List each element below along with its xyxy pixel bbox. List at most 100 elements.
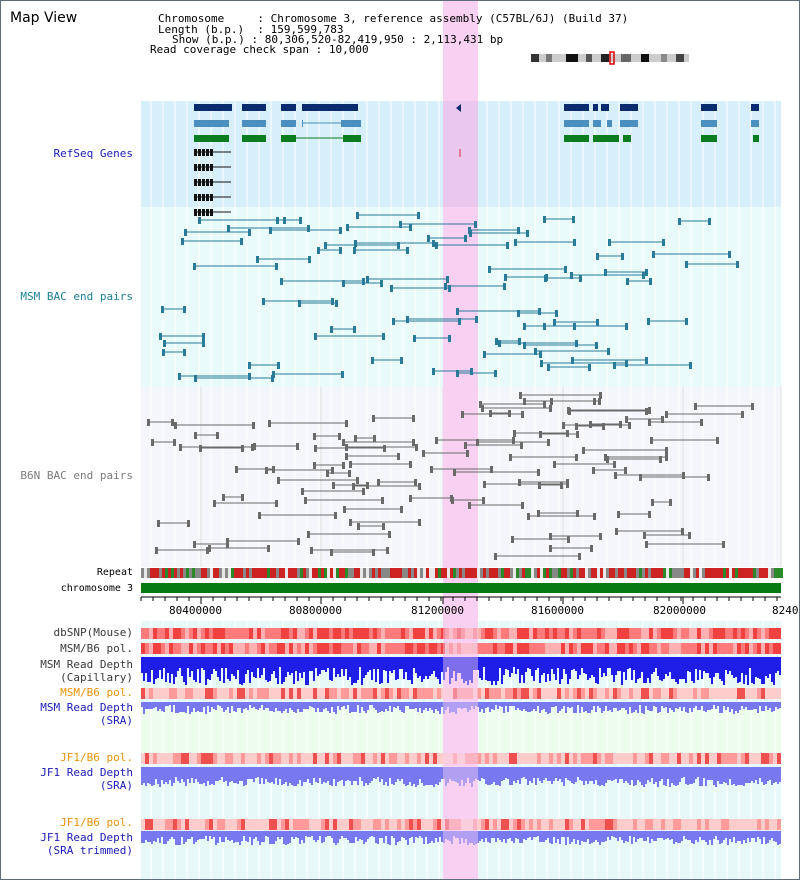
jf1-depth-bar — [263, 767, 265, 784]
b6n-bac-pair-end — [521, 502, 524, 509]
jf1-b6-pol-2-heat-cell — [717, 819, 721, 830]
msm-depth-sra-bar — [685, 702, 687, 712]
msm-depth-cap-bar — [553, 657, 555, 674]
dbsnp-heat-cell — [513, 628, 517, 639]
jf1-b6-pol-heat-cell — [149, 753, 153, 764]
jf1-b6-pol-heat-cell — [361, 753, 365, 764]
track-label-chromosome[interactable]: chromosome 3 — [60, 583, 133, 594]
jf1-b6-pol-2-heat-cell — [273, 819, 277, 830]
msm-b6-pol-heat-cell — [621, 643, 625, 654]
msm-bac-pair-end — [626, 278, 629, 285]
msm-depth-sra-bar — [447, 702, 449, 707]
jf1-b6-pol-heat-cell — [557, 753, 561, 764]
jf1-depth-bar — [225, 767, 227, 781]
msm-b6-pol-heat-cell — [241, 643, 245, 654]
repeat-segment — [348, 568, 351, 578]
msm-bac-pair-end — [498, 340, 501, 347]
jf1-depth-bar — [239, 767, 241, 781]
dbsnp-heat-cell — [569, 628, 573, 639]
msm-bac-pair-end — [380, 280, 383, 287]
msm-bac-pair-end — [503, 283, 506, 290]
msm-depth-cap-bar — [449, 657, 451, 684]
jf1-b6-pol-2-heat-cell — [429, 819, 433, 830]
msm-depth-cap-bar — [635, 657, 637, 683]
msm-b6-pol-heat-cell — [573, 643, 577, 654]
track-label-jf1-depth[interactable]: JF1 Read Depth — [40, 766, 133, 779]
msm-b6-pol-heat-cell — [641, 643, 645, 654]
msm-depth-cap-bar — [177, 657, 179, 671]
track-label-msm-bac[interactable]: MSM BAC end pairs — [20, 290, 133, 303]
jf1-depth-bar — [187, 767, 189, 779]
msm-depth-sra-bar — [443, 702, 445, 714]
jf1-trimmed-depth-bar — [233, 831, 235, 843]
msm-depth-sra-bar — [373, 702, 375, 708]
gene-exon — [281, 120, 296, 127]
jf1-b6-pol-2-heat-cell — [581, 819, 585, 830]
b6n-bac-pair-end — [669, 499, 672, 506]
jf1-depth-bar — [763, 767, 765, 785]
msm-depth-sra-bar — [659, 702, 661, 712]
msm-depth-sra-bar — [395, 702, 397, 708]
track-label-jf1-trimmed[interactable]: JF1 Read Depth — [40, 831, 133, 844]
jf1-b6-pol-2-heat-cell — [529, 819, 533, 830]
msm-depth-sra-bar — [725, 702, 727, 710]
msm-depth-sra-bar — [363, 702, 365, 711]
track-label-refseq[interactable]: RefSeq Genes — [53, 147, 133, 160]
repeat-segment — [540, 568, 543, 578]
jf1-trimmed-depth-bar — [761, 831, 763, 844]
track-label-repeat[interactable]: Repeat — [96, 567, 133, 578]
jf1-b6-pol-heat-cell — [565, 753, 569, 764]
b6n-bac-pair-end — [313, 433, 316, 440]
msm-depth-cap-bar — [295, 657, 297, 671]
track-label-msm-b6-pol-2[interactable]: MSM/B6 pol. — [60, 686, 133, 699]
jf1-b6-pol-heat-cell — [317, 753, 321, 764]
msm-b6-pol-heat-cell — [329, 643, 333, 654]
track-label-msm-b6-pol[interactable]: MSM/B6 pol. — [60, 642, 133, 655]
jf1-trimmed-depth-bar — [463, 831, 465, 843]
msm-depth-cap-bar — [479, 657, 481, 678]
jf1-b6-pol-heat-cell — [405, 753, 409, 764]
jf1-depth-bar — [455, 767, 457, 782]
jf1-trimmed-depth-bar — [695, 831, 697, 840]
msm-b6-pol-heat-cell — [597, 643, 601, 654]
b6n-bac-pair-end — [578, 553, 581, 560]
track-label-msm-depth-cap[interactable]: MSM Read Depth — [40, 658, 133, 671]
jf1-depth-bar — [737, 767, 739, 785]
jf1-b6-pol-2-heat-cell — [605, 819, 609, 830]
jf1-trimmed-depth-bar — [213, 831, 215, 837]
msm-b6-pol-heat-cell — [477, 643, 481, 654]
track-label-jf1-b6-pol-2[interactable]: JF1/B6 pol. — [60, 816, 133, 829]
jf1-trimmed-depth-bar — [215, 831, 217, 845]
jf1-trimmed-depth-bar — [453, 831, 455, 836]
jf1-b6-pol-heat-cell — [585, 753, 589, 764]
track-label-jf1-b6-pol[interactable]: JF1/B6 pol. — [60, 751, 133, 764]
jf1-trimmed-depth-bar — [401, 831, 403, 837]
msm-depth-cap-bar — [225, 657, 227, 668]
msm-depth-sra-bar — [337, 702, 339, 706]
dbsnp-heat-cell — [445, 628, 449, 639]
msm-depth-sra-bar — [759, 702, 761, 706]
msm-b6-pol-2-heat-cell — [753, 688, 757, 699]
b6n-bac-pair-end — [366, 482, 369, 489]
jf1-trimmed-depth-bar — [577, 831, 579, 840]
msm-depth-cap-bar — [403, 657, 405, 679]
track-label-dbsnp[interactable]: dbSNP(Mouse) — [53, 626, 133, 639]
jf1-trimmed-depth-bar — [555, 831, 557, 843]
b6n-bac-pair-end — [171, 419, 174, 426]
msm-depth-sra-bar — [205, 702, 207, 714]
jf1-trimmed-depth-bar — [721, 831, 723, 843]
msm-depth-sra-bar — [223, 702, 225, 712]
msm-depth-cap-bar — [223, 657, 225, 683]
track-label-b6n-bac[interactable]: B6N BAC end pairs — [20, 469, 133, 482]
repeat-segment — [444, 568, 447, 578]
msm-bac-pair-end — [645, 269, 648, 276]
msm-depth-cap-bar — [453, 657, 455, 671]
msm-depth-cap-bar — [659, 657, 661, 680]
msm-depth-cap-bar — [617, 657, 619, 671]
jf1-depth-bar — [255, 767, 257, 778]
track-label-msm-depth-sra[interactable]: MSM Read Depth — [40, 701, 133, 714]
jf1-depth-bar — [155, 767, 157, 779]
jf1-b6-pol-heat-cell — [345, 753, 349, 764]
jf1-b6-pol-heat-cell — [337, 753, 341, 764]
